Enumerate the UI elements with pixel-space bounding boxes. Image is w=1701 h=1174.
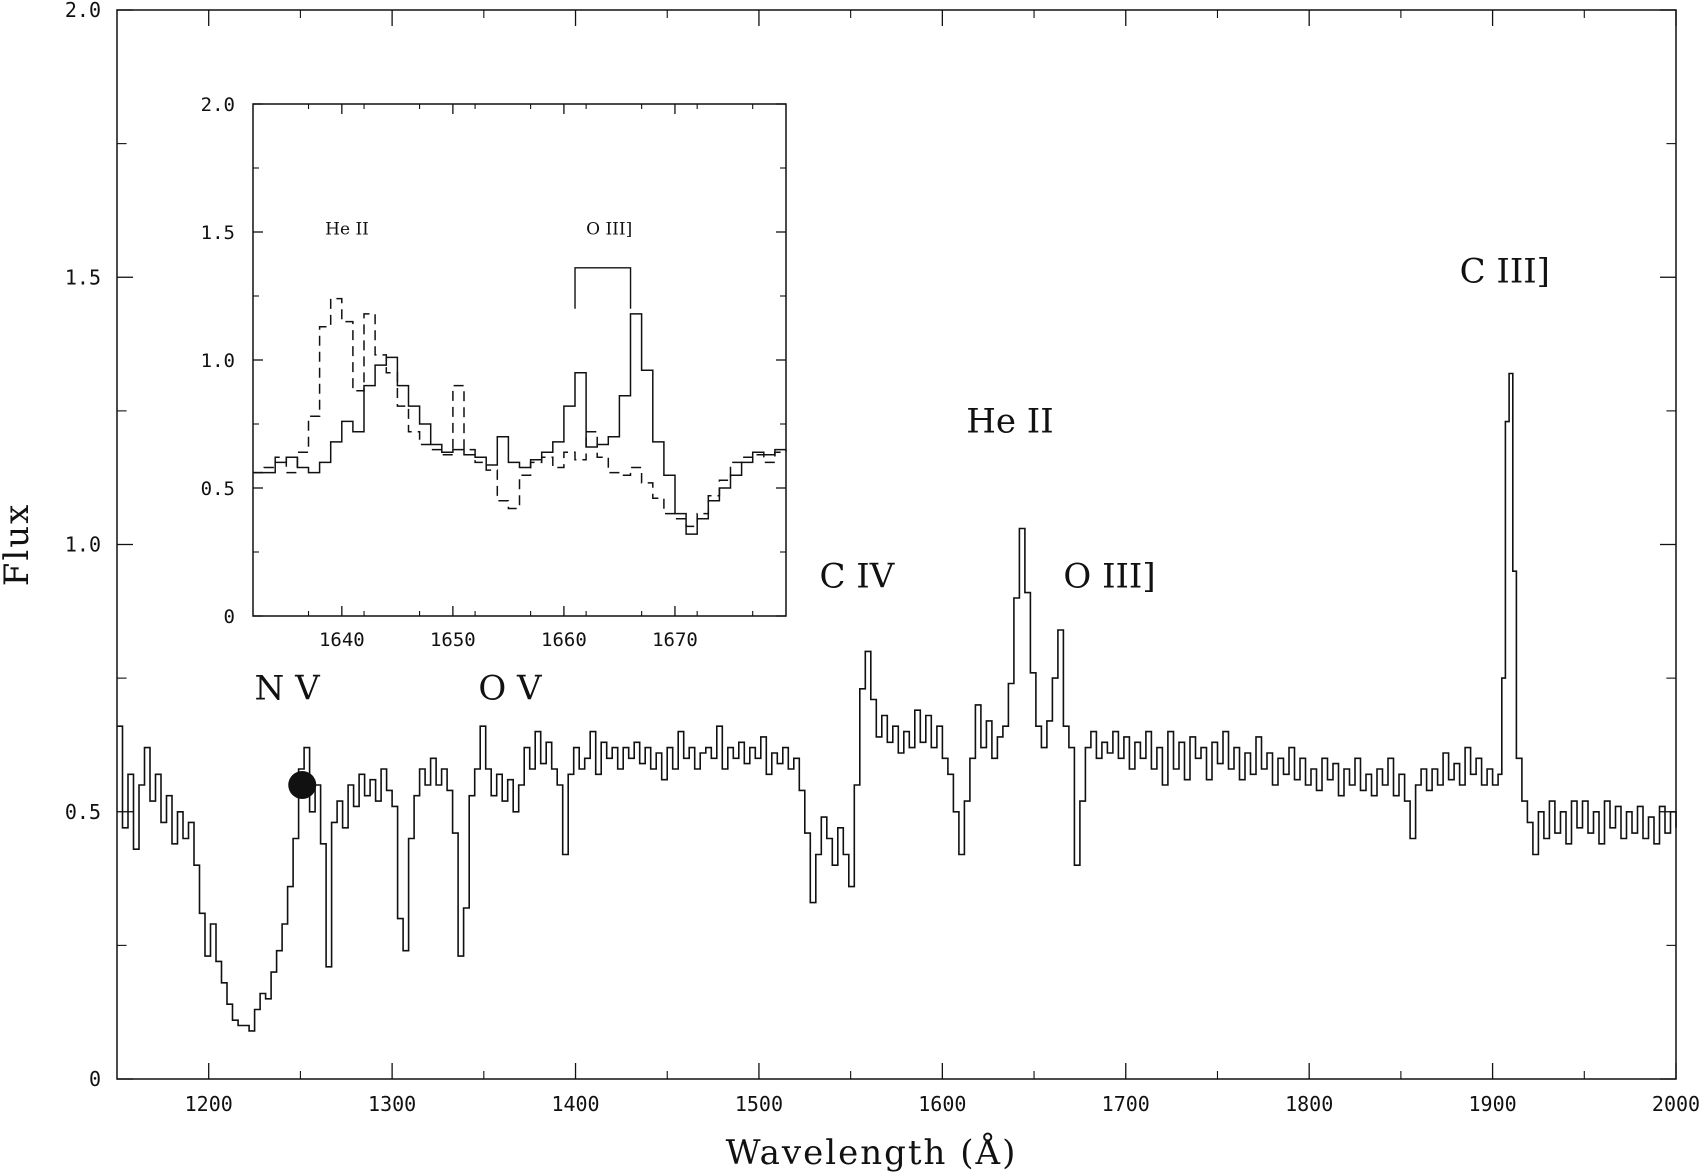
x-tick-label: 2000 [1652,1092,1700,1116]
line-label: C IV [819,556,895,596]
x-tick-label: 1900 [1469,1092,1517,1116]
y-tick-label: 2.0 [201,94,235,116]
doublet-bracket [574,267,632,309]
y-tick-label: 0 [224,606,235,628]
y-tick-label: 2.0 [65,0,101,22]
x-tick-label: 1700 [1102,1092,1150,1116]
inset-plot-frame [252,103,787,617]
series-line-dashed [253,297,787,528]
y-tick-label: 1.5 [201,222,235,244]
y-tick-label: 1.5 [65,265,101,289]
line-label: C III] [1460,252,1550,292]
inset-line-labels: He II O III] [325,220,632,309]
line-label: O V [478,669,543,709]
x-tick-label: 1300 [368,1092,416,1116]
x-tick-label: 1640 [319,629,365,651]
inset-plot: 1640 1650 1660 1670 0 0.5 1.0 1.5 2.0 He II O III… [201,94,787,651]
x-tick-label: 1200 [185,1092,233,1116]
line-label: O III] [1063,556,1155,596]
y-axis-label: Flux [0,503,37,587]
x-tick-label: 1670 [652,629,698,651]
y-tick-label: 0.5 [201,478,235,500]
line-label: He II [966,401,1053,441]
line-label: N V [255,669,322,709]
series-line-solid [117,372,1677,1032]
x-tick-label: 1400 [551,1092,599,1116]
inset-series-group [253,297,787,535]
line-label: O III] [586,220,632,240]
main-line-labels: N V O V C IV He II O III] C III] [255,252,1550,800]
main-axis-ticks: 1200 1300 1400 1500 1600 1700 1800 1900 2000 0 0.5… [65,0,1700,1116]
y-tick-label: 0 [89,1067,101,1091]
x-tick-label: 1660 [541,629,587,651]
x-tick-label: 1500 [735,1092,783,1116]
y-tick-label: 0.5 [65,800,101,824]
line-label: He II [325,220,369,240]
x-tick-label: 1650 [430,629,476,651]
x-axis-label: Wavelength (Å) [726,1132,1018,1173]
main-series-group [117,372,1677,1032]
series-line-solid [253,313,786,535]
x-tick-label: 1800 [1285,1092,1333,1116]
x-tick-label: 1600 [918,1092,966,1116]
inset-axis-ticks: 1640 1650 1660 1670 0 0.5 1.0 1.5 2.0 [201,94,786,651]
filled-circle-marker [288,771,317,800]
y-tick-label: 1.0 [201,350,235,372]
y-tick-label: 1.0 [65,533,101,557]
